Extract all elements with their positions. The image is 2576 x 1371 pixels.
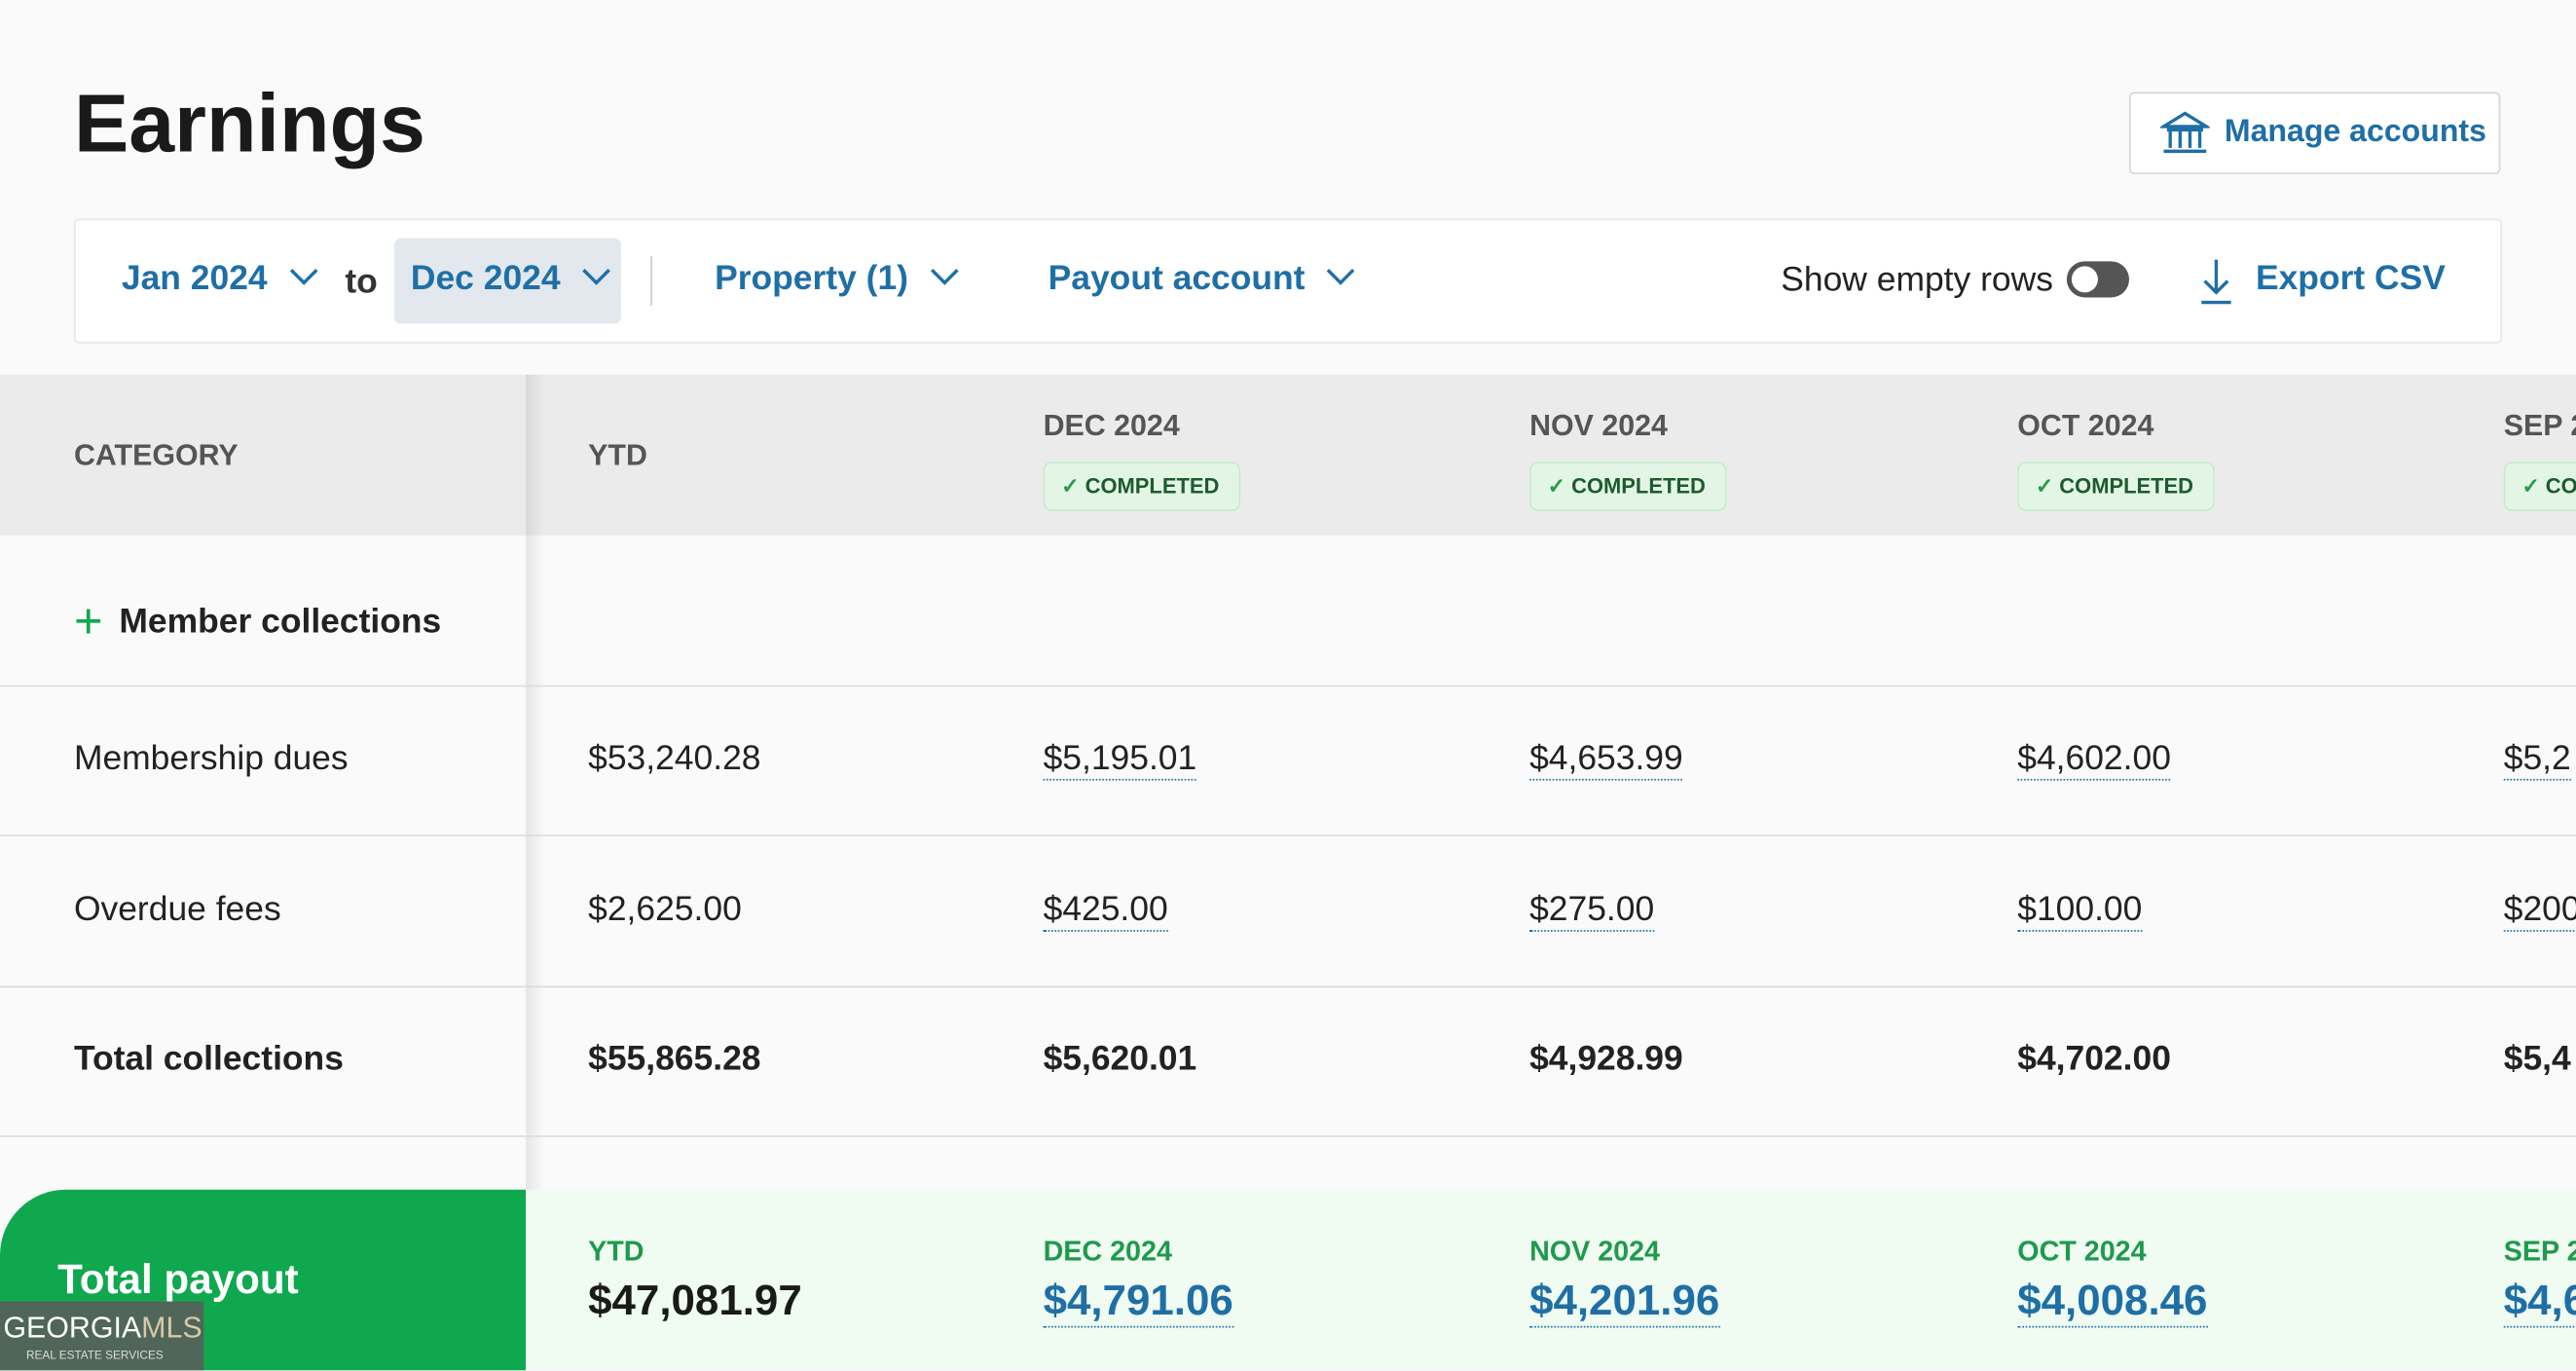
amount: $4,928.99 <box>1529 1040 1683 1078</box>
payout-select[interactable]: Payout account <box>1048 257 1355 300</box>
amount: $55,865.28 <box>588 1040 761 1078</box>
property-label: Property (1) <box>715 259 908 298</box>
row-line <box>0 685 2576 687</box>
manage-accounts-button[interactable]: Manage accounts <box>2129 92 2501 174</box>
from-select[interactable]: Jan 2024 <box>121 257 318 300</box>
watermark-brand: GEORGIAMLS <box>3 1312 202 1346</box>
amount: $53,240.28 <box>588 739 761 778</box>
column-header: CATEGORY <box>73 438 239 472</box>
payout-amount[interactable]: $4,6 <box>2503 1276 2576 1328</box>
row-line <box>0 834 2576 836</box>
payout-label: Payout account <box>1048 259 1306 298</box>
payout-period: DEC 2024 <box>1043 1236 1172 1268</box>
payout-amount[interactable]: $4,008.46 <box>2017 1276 2208 1328</box>
to-select[interactable]: Dec 2024 <box>394 238 621 324</box>
column-header: SEP 2 <box>2503 409 2576 442</box>
download-icon <box>2201 259 2231 305</box>
payout-period: NOV 2024 <box>1529 1236 1661 1268</box>
section-row[interactable]: + Member collections <box>73 590 442 649</box>
amount[interactable]: $5,2 <box>2503 739 2571 781</box>
table-header <box>0 374 2576 537</box>
amount: $5,620.01 <box>1043 1040 1197 1078</box>
section-label: Member collections <box>119 603 442 642</box>
row-label: Overdue fees <box>73 889 281 928</box>
status-text: COMPLETED <box>1085 473 1220 499</box>
check-icon: ✓ <box>2035 473 2060 499</box>
watermark-tagline: REAL ESTATE SERVICES <box>26 1351 164 1362</box>
from-label: Jan 2024 <box>121 259 268 298</box>
payout-amount[interactable]: $4,201.96 <box>1529 1276 1720 1328</box>
divider <box>650 256 652 306</box>
amount[interactable]: $200 <box>2503 890 2576 931</box>
property-select[interactable]: Property (1) <box>715 257 959 300</box>
row-label: Total collections <box>73 1040 344 1078</box>
toggle[interactable] <box>2066 261 2129 298</box>
status-text: CO <box>2545 473 2576 499</box>
status-badge: ✓ COMPLETED <box>2017 462 2215 511</box>
column-header: OCT 2024 <box>2017 409 2154 442</box>
export-csv[interactable]: Export CSV <box>2255 259 2446 298</box>
status-badge: ✓ COMPLETED <box>1043 462 1241 511</box>
payout-amount[interactable]: $4,791.06 <box>1043 1276 1233 1328</box>
amount: $4,702.00 <box>2017 1040 2171 1078</box>
payout-band <box>526 1189 2576 1371</box>
payout-label: Total payout <box>57 1256 299 1304</box>
page-title: Earnings <box>73 77 425 169</box>
brand-suffix: MLS <box>141 1311 202 1345</box>
amount[interactable]: $4,653.99 <box>1529 739 1683 781</box>
brand: GEORGIA <box>3 1311 142 1345</box>
column-header: DEC 2024 <box>1043 409 1180 442</box>
to-word: to <box>345 263 378 301</box>
payout-period: YTD <box>588 1236 644 1268</box>
watermark: GEORGIAMLS REAL ESTATE SERVICES <box>0 1301 204 1371</box>
row-line <box>0 1135 2576 1137</box>
amount[interactable]: $100.00 <box>2017 890 2143 931</box>
filter-bar: Jan 2024 to Dec 2024 Property (1) Payout… <box>73 218 2503 344</box>
check-icon: ✓ <box>1061 473 1086 499</box>
payout-period: SEP 2 <box>2503 1236 2576 1268</box>
payout-period: OCT 2024 <box>2017 1236 2147 1268</box>
column-header: NOV 2024 <box>1529 409 1668 442</box>
show-empty-label: Show empty rows <box>1781 261 2053 300</box>
check-icon: ✓ <box>1547 473 1572 499</box>
column-shadow <box>526 374 546 1190</box>
amount[interactable]: $5,195.01 <box>1043 739 1197 781</box>
column-header: YTD <box>588 438 647 472</box>
button-label: Manage accounts <box>2224 115 2486 150</box>
amount: $2,625.00 <box>588 889 742 928</box>
row-line <box>0 984 2576 987</box>
amount[interactable]: $4,602.00 <box>2017 739 2171 781</box>
bank-icon <box>2160 111 2210 153</box>
amount[interactable]: $425.00 <box>1043 890 1168 931</box>
status-badge: ✓ COMPLETED <box>1529 462 1727 511</box>
status-text: COMPLETED <box>2059 473 2194 499</box>
payout-amount: $47,081.97 <box>588 1275 802 1325</box>
to-label: Dec 2024 <box>410 259 561 298</box>
status-badge: ✓ CO <box>2503 462 2576 511</box>
expand-icon: + <box>73 594 103 649</box>
status-text: COMPLETED <box>1571 473 1706 499</box>
row-label: Membership dues <box>73 739 349 778</box>
check-icon: ✓ <box>2521 473 2546 499</box>
amount[interactable]: $275.00 <box>1529 890 1655 931</box>
amount: $5,4 <box>2503 1040 2571 1078</box>
